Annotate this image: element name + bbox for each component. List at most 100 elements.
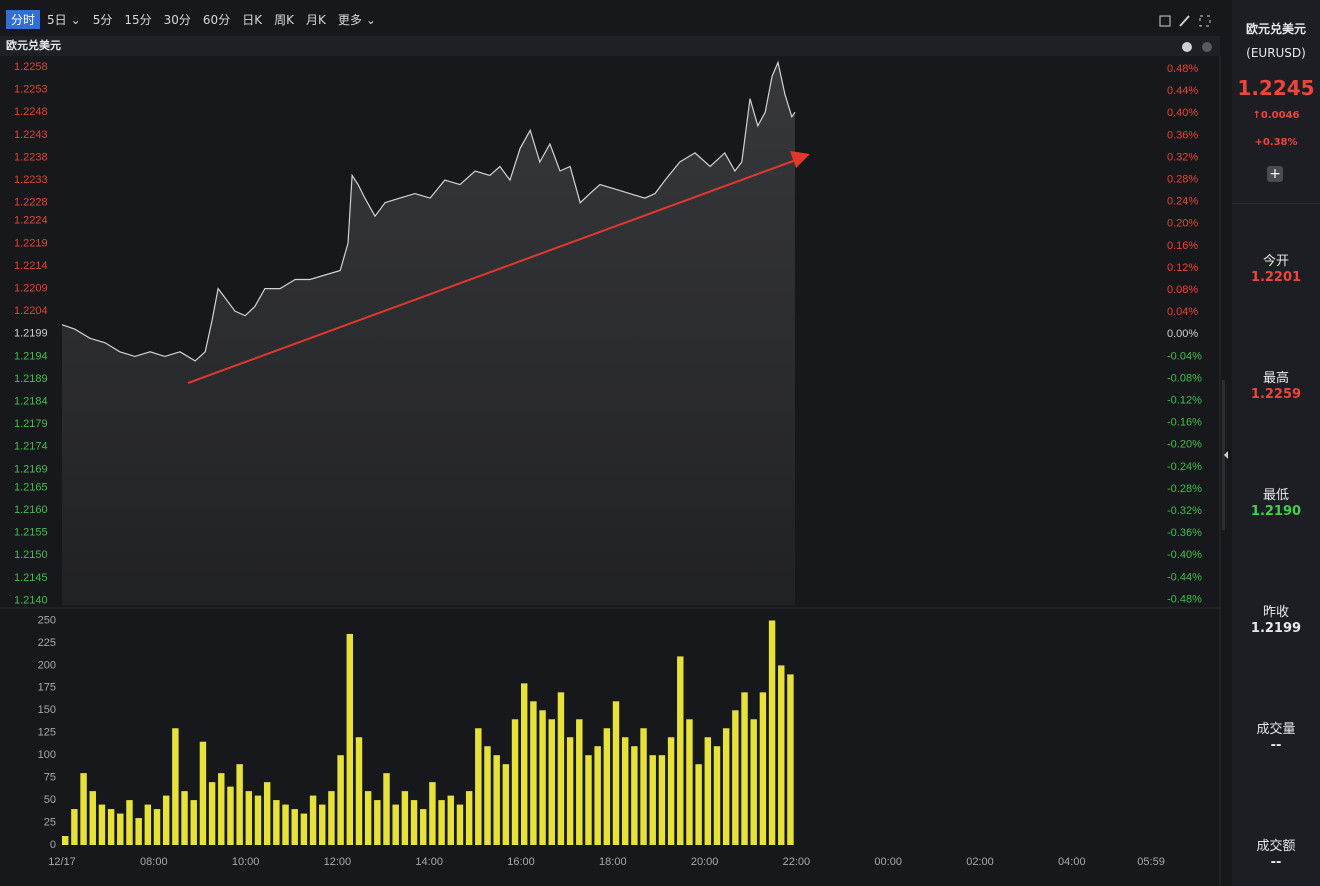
pen-icon[interactable]: [1179, 15, 1190, 27]
x-tick-label: 08:00: [140, 856, 168, 868]
volume-bar: [438, 800, 445, 845]
tab[interactable]: 日K: [242, 13, 263, 27]
volume-bar: [667, 737, 675, 845]
y2-tick-label: 0.00%: [1167, 328, 1198, 340]
volume-bar: [768, 620, 776, 845]
volume-bar: [273, 800, 280, 845]
y-tick-label: 1.2189: [14, 373, 48, 385]
volume-tick-label: 25: [44, 816, 56, 828]
fullscreen-icon[interactable]: [1199, 15, 1211, 27]
y-tick-label: 1.2238: [14, 151, 48, 163]
x-tick-label: 02:00: [966, 856, 994, 868]
zoom-out[interactable]: [1182, 42, 1192, 52]
change: 0.0046: [1260, 110, 1300, 121]
y-tick-label: 1.2160: [14, 504, 48, 516]
y-tick-label: 1.2174: [14, 441, 48, 453]
y2-tick-label: 0.16%: [1167, 240, 1198, 252]
volume-bar: [172, 728, 179, 845]
volume-bar: [410, 800, 418, 845]
volume-bar: [401, 791, 409, 845]
tab[interactable]: 周K: [274, 13, 294, 27]
volume-bar: [511, 719, 519, 845]
tab[interactable]: 月K: [305, 13, 326, 27]
y-tick-label: 1.2248: [14, 106, 48, 118]
y2-tick-label: -0.36%: [1167, 527, 1202, 539]
volume-bar: [713, 746, 721, 845]
volume-bar: [71, 809, 78, 845]
last-price: 1.2245: [1237, 76, 1315, 100]
change-pct: +0.38%: [1254, 137, 1298, 148]
volume-bar: [190, 800, 197, 845]
tab[interactable]: 30分: [163, 13, 191, 27]
y2-tick-label: 0.40%: [1167, 107, 1198, 119]
volume-tick-label: 175: [38, 682, 56, 694]
volume-bar: [89, 791, 96, 845]
dropdown-caret[interactable]: ⌄: [70, 13, 81, 27]
stat-value: 1.2259: [1250, 387, 1302, 402]
volume-bar: [62, 836, 69, 845]
tab[interactable]: 60分: [202, 13, 231, 27]
x-tick-label: 14:00: [415, 856, 443, 868]
y2-tick-label: 0.20%: [1167, 218, 1198, 230]
volume-bar: [732, 710, 739, 845]
volume-tick-label: 0: [50, 839, 56, 851]
tab[interactable]: 5分: [92, 13, 113, 27]
y2-tick-label: 0.04%: [1167, 306, 1198, 318]
volume-bar: [309, 795, 317, 845]
scroll-handle: [1222, 380, 1225, 530]
title-bar: [0, 36, 1220, 56]
volume-bar: [319, 804, 326, 845]
x-tick-label: 04:00: [1058, 856, 1086, 868]
zoom-in[interactable]: [1202, 42, 1212, 52]
volume-bar: [456, 804, 464, 845]
tab[interactable]: 5日 ⌄: [47, 13, 81, 27]
y-tick-label: 1.2155: [14, 527, 48, 539]
volume-bar: [364, 791, 372, 845]
volume-bar: [741, 692, 748, 845]
volume-bar: [695, 764, 702, 845]
volume-bar: [594, 746, 601, 845]
tab[interactable]: 分时: [6, 10, 41, 29]
volume-bar: [374, 800, 381, 845]
add-button[interactable]: +: [1267, 166, 1283, 182]
chart-title: 欧元兑美元: [6, 38, 61, 52]
change-row: ↑0.0046: [1232, 110, 1320, 121]
y2-tick-label: 0.44%: [1167, 85, 1198, 97]
volume-bar: [631, 746, 638, 845]
y-tick-label: 1.2169: [14, 463, 48, 475]
volume-bar: [530, 701, 537, 845]
dropdown-caret[interactable]: ⌄: [365, 13, 376, 27]
volume-tick-label: 250: [38, 614, 56, 626]
collapse-icon[interactable]: [1224, 451, 1228, 459]
tab[interactable]: 15分: [124, 13, 152, 27]
volume-bar: [493, 755, 500, 845]
y2-tick-label: 0.24%: [1167, 196, 1198, 208]
volume-bar: [282, 804, 289, 845]
x-tick-label: 18:00: [599, 856, 627, 868]
grid-icon[interactable]: [1159, 15, 1171, 27]
y-tick-label: 1.2194: [14, 350, 48, 362]
sidebar: 欧元兑美元 (EURUSD) 1.2245 ↑0.0046 +0.38% + 今…: [1232, 0, 1320, 886]
volume-bar: [300, 813, 308, 845]
x-tick-label: 05:59: [1137, 856, 1165, 868]
y2-tick-label: -0.28%: [1167, 483, 1202, 495]
stat-value: --: [1270, 738, 1282, 753]
volume-tick-label: 50: [44, 794, 56, 806]
volume-bar: [420, 809, 427, 845]
volume-bar: [208, 782, 216, 845]
volume-bar: [475, 728, 482, 845]
volume-bar: [787, 674, 794, 845]
volume-bar: [392, 804, 399, 845]
volume-bar: [722, 728, 730, 845]
y-tick-label: 1.2204: [14, 305, 48, 317]
volume-tick-label: 75: [44, 772, 56, 784]
tab[interactable]: 更多 ⌄: [337, 13, 376, 27]
y-tick-label: 1.2184: [14, 395, 48, 407]
volume-tick-label: 125: [38, 727, 56, 739]
y-tick-label: 1.2214: [14, 260, 48, 272]
x-tick-label: 12:00: [324, 856, 352, 868]
volume-bar: [548, 719, 555, 845]
stat-value: 1.2199: [1250, 621, 1302, 636]
volume-bar: [126, 800, 133, 845]
